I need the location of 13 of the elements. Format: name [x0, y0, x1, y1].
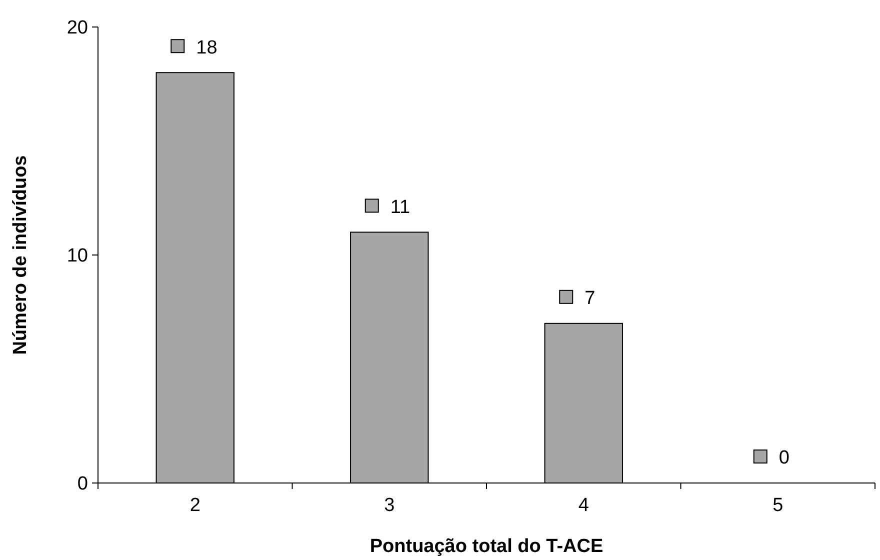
x-axis-title: Pontuação total do T-ACE — [370, 536, 604, 557]
y-tick-label: 20 — [66, 18, 88, 39]
x-tick-label: 3 — [384, 495, 395, 516]
x-tick-label: 4 — [578, 495, 590, 516]
data-label: 11 — [390, 196, 410, 218]
x-tick-label: 5 — [772, 495, 784, 516]
data-label: 0 — [778, 448, 790, 469]
y-axis-title: Número de indivíduos — [10, 155, 31, 355]
data-label: 7 — [584, 288, 596, 310]
y-tick-label: 0 — [77, 474, 88, 495]
y-tick-label: 10 — [66, 246, 88, 267]
x-tick-label: 2 — [190, 495, 200, 516]
data-label: 18 — [196, 37, 218, 58]
